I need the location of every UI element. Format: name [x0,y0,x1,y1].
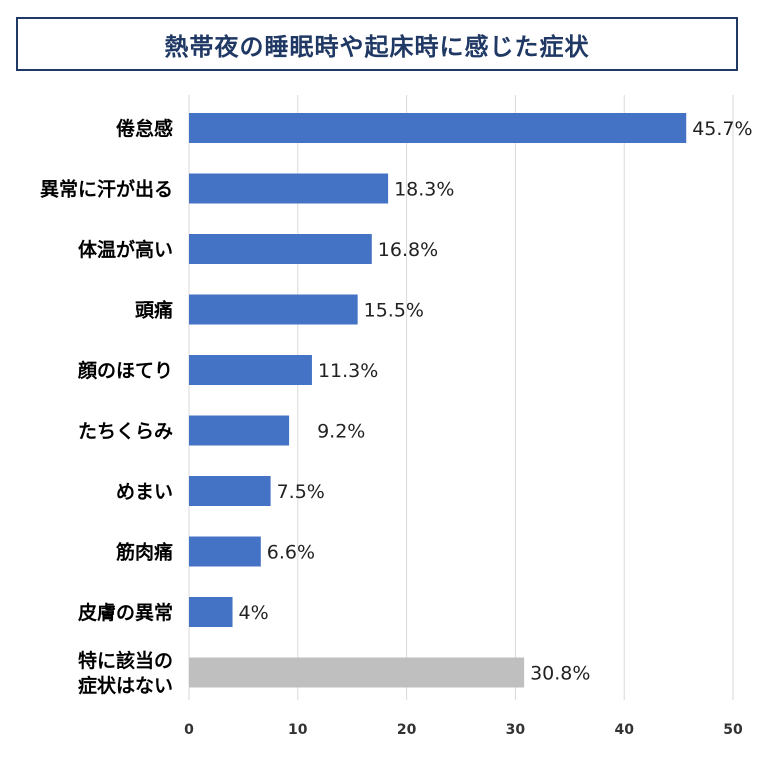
value-label-7: 6.6% [267,542,315,564]
category-label-4: 顔のほてり [77,359,173,382]
x-tick-label-10: 10 [288,722,308,738]
category-label-0: 倦怠感 [116,117,173,140]
bar-6 [189,476,271,506]
category-label-1: 異常に汗が出る [40,178,173,201]
category-label-6: めまい [116,481,173,503]
value-label-1: 18.3% [394,179,454,201]
chart-title-box: 熱帯夜の睡眠時や起床時に感じた症状 [16,17,738,71]
value-label-6: 7.5% [277,481,325,503]
value-label-9: 30.8% [530,663,590,685]
x-tick-label-30: 30 [506,722,526,738]
bar-5 [189,415,290,446]
value-label-5: 9.2% [317,421,365,443]
bar-3 [189,294,358,325]
category-label-8: 皮膚の異常 [78,601,173,624]
value-label-0: 45.7% [692,118,752,140]
x-tick-label-50: 50 [723,722,743,738]
x-tick-label-0: 0 [184,722,194,738]
bar-8 [189,597,233,627]
bar-9 [189,657,525,688]
category-label-9-0: 特に該当の [78,649,173,672]
category-label-3: 頭痛 [135,299,173,322]
bar-7 [189,536,261,567]
value-label-2: 16.8% [378,239,438,261]
category-label-5: たちくらみ [78,421,173,443]
bar-2 [189,234,372,264]
bar-1 [189,173,389,204]
value-label-4: 11.3% [318,360,378,382]
bar-4 [189,355,312,385]
chart-title: 熱帯夜の睡眠時や起床時に感じた症状 [164,32,590,61]
category-label-2: 体温が高い [78,238,173,261]
category-label-7: 筋肉痛 [116,541,173,564]
x-tick-label-20: 20 [397,722,417,738]
x-tick-label-40: 40 [614,722,634,738]
value-label-8: 4% [239,602,269,624]
category-label-9-1: 症状はない [78,674,173,697]
bar-0 [189,113,687,143]
value-label-3: 15.5% [364,300,424,322]
